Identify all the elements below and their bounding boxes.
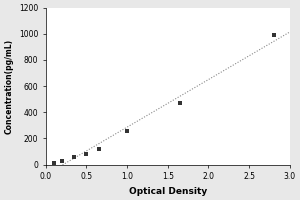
Y-axis label: Concentration(pg/mL): Concentration(pg/mL) — [4, 39, 13, 134]
X-axis label: Optical Density: Optical Density — [129, 187, 207, 196]
